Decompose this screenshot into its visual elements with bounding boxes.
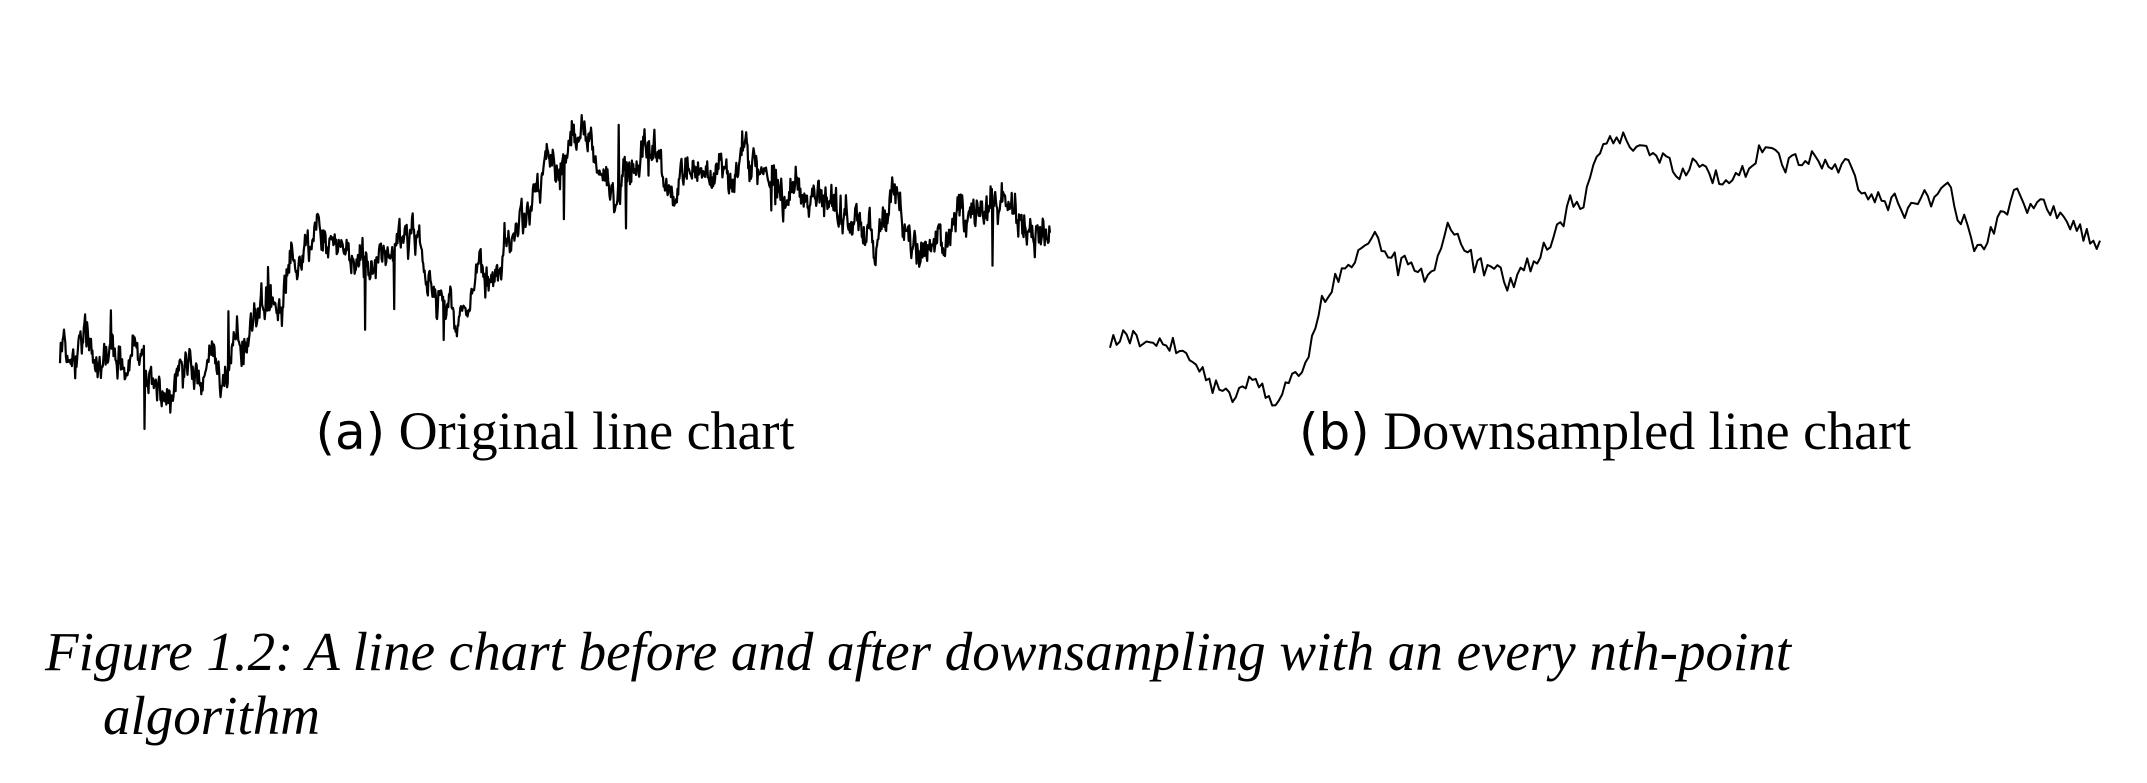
series-line bbox=[1109, 131, 2101, 407]
subcaption-b: (b) Downsampled line chart bbox=[1110, 400, 2100, 462]
subcaption-a-title: Original line chart bbox=[398, 401, 795, 461]
subcaption-a: (a) Original line chart bbox=[60, 400, 1050, 462]
figure-caption-line2: algorithm bbox=[103, 685, 320, 746]
subfigure-a bbox=[58, 85, 1052, 470]
series-line bbox=[58, 114, 1052, 431]
subcaption-a-tag: (a) bbox=[315, 403, 386, 461]
subfigure-b bbox=[1109, 85, 2101, 470]
figure-caption: Figure 1.2: A line chart before and afte… bbox=[45, 620, 2115, 748]
original-line-chart bbox=[58, 114, 1052, 431]
figure-caption-line1: Figure 1.2: A line chart before and afte… bbox=[45, 621, 1792, 682]
subcaption-b-title: Downsampled line chart bbox=[1383, 401, 1912, 461]
figure-row: (a) Original line chart (b) Downsampled … bbox=[58, 85, 2101, 470]
subcaption-b-tag: (b) bbox=[1298, 403, 1370, 461]
downsampled-line-chart bbox=[1109, 131, 2101, 407]
